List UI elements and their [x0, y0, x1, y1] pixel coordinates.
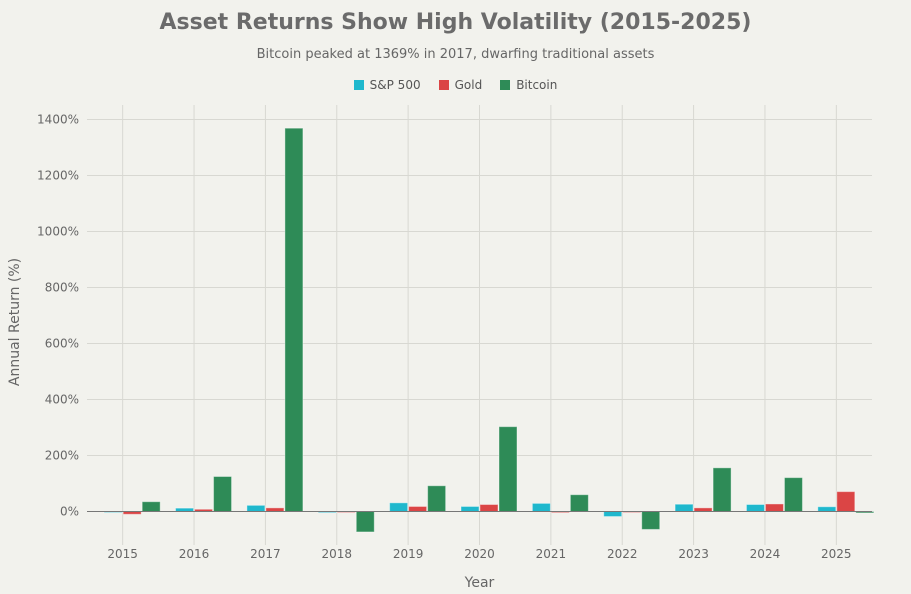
y-tick-label: 0% [60, 505, 79, 519]
x-tick-label: 2024 [750, 547, 781, 561]
y-axis-title: Annual Return (%) [7, 258, 23, 386]
bar-bitcoin [641, 511, 661, 530]
bar-gold [836, 491, 856, 512]
x-axis-title: Year [464, 575, 495, 591]
chart-title: Asset Returns Show High Volatility (2015… [159, 10, 752, 35]
x-tick-label: 2025 [821, 547, 852, 561]
y-tick-label: 800% [45, 281, 79, 295]
x-tick-label: 2016 [179, 547, 210, 561]
bar-bitcoin [498, 426, 518, 512]
bar-bitcoin [141, 501, 161, 513]
bar-bitcoin [284, 127, 304, 512]
legend-item[interactable]: Bitcoin [500, 78, 557, 92]
bar-bitcoin [213, 476, 233, 512]
legend: S&P 500 Gold Bitcoin [0, 78, 911, 92]
bar-s-p-500 [246, 504, 266, 512]
bar-s-p-500 [531, 502, 551, 513]
y-tick-label: 600% [45, 337, 79, 351]
legend-swatch [353, 80, 364, 90]
bar-s-p-500 [175, 507, 195, 513]
chart-subtitle: Bitcoin peaked at 1369% in 2017, dwarfin… [256, 47, 655, 62]
bar-gold [265, 507, 285, 512]
legend-item[interactable]: Gold [438, 78, 483, 92]
bar-gold [479, 504, 499, 512]
legend-label: S&P 500 [369, 78, 421, 92]
y-tick-label: 1000% [37, 225, 79, 239]
x-tick-label: 2018 [321, 547, 352, 561]
legend-swatch [438, 80, 449, 90]
x-tick-label: 2019 [393, 547, 424, 561]
bar-s-p-500 [389, 502, 409, 513]
legend-label: Gold [454, 78, 483, 92]
legend-swatch [500, 80, 511, 90]
bar-gold [408, 505, 428, 512]
legend-item[interactable]: S&P 500 [353, 78, 421, 92]
bar-gold [764, 503, 784, 513]
y-tick-label: 400% [45, 393, 79, 407]
y-tick-label: 1400% [37, 113, 79, 127]
bar-s-p-500 [745, 504, 765, 512]
x-tick-label: 2023 [678, 547, 709, 561]
bar-bitcoin [712, 467, 732, 513]
bar-s-p-500 [674, 503, 694, 513]
bar-gold [693, 507, 713, 512]
y-tick-label: 1200% [37, 169, 79, 183]
legend-label: Bitcoin [516, 78, 558, 92]
x-tick-label: 2022 [607, 547, 638, 561]
bar-bitcoin [427, 485, 447, 512]
bar-bitcoin [355, 511, 375, 533]
bar-bitcoin [783, 477, 803, 512]
x-tick-label: 2015 [107, 547, 138, 561]
y-tick-label: 200% [45, 449, 79, 463]
bar-bitcoin [569, 494, 589, 513]
bar-s-p-500 [460, 505, 480, 512]
x-tick-label: 2021 [536, 547, 567, 561]
bar-s-p-500 [603, 511, 623, 518]
x-tick-label: 2020 [464, 547, 495, 561]
x-tick-label: 2017 [250, 547, 281, 561]
bar-s-p-500 [817, 506, 837, 512]
